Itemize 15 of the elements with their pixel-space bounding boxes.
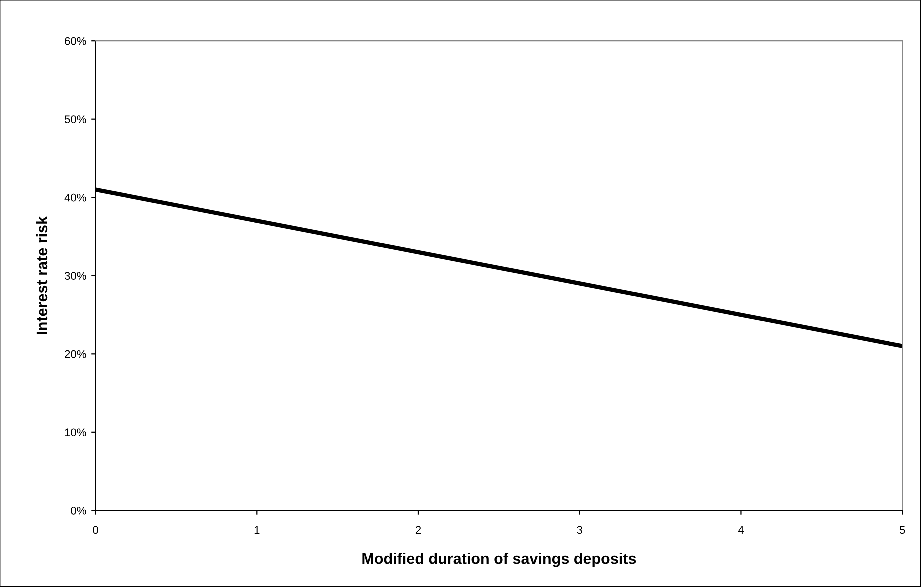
y-tick-label: 0% [71,506,86,515]
x-tick-label: 4 [738,526,744,534]
y-axis-title: Interest rate risk [36,216,48,334]
y-tick-label: 10% [65,428,86,437]
x-axis-title: Modified duration of savings deposits [362,552,636,568]
y-tick-label: 20% [65,350,86,358]
y-tick-label: 50% [64,116,86,124]
x-tick-label: 2 [416,526,422,534]
x-tick-label: 3 [577,526,582,534]
x-tick-label: 0 [93,526,98,534]
y-tick-label: 40% [64,194,86,202]
y-tick-label: 60% [65,37,86,46]
x-tick-label: 5 [900,526,906,534]
y-tick-label: 30% [64,272,86,280]
x-tick-label: 1 [254,526,260,534]
